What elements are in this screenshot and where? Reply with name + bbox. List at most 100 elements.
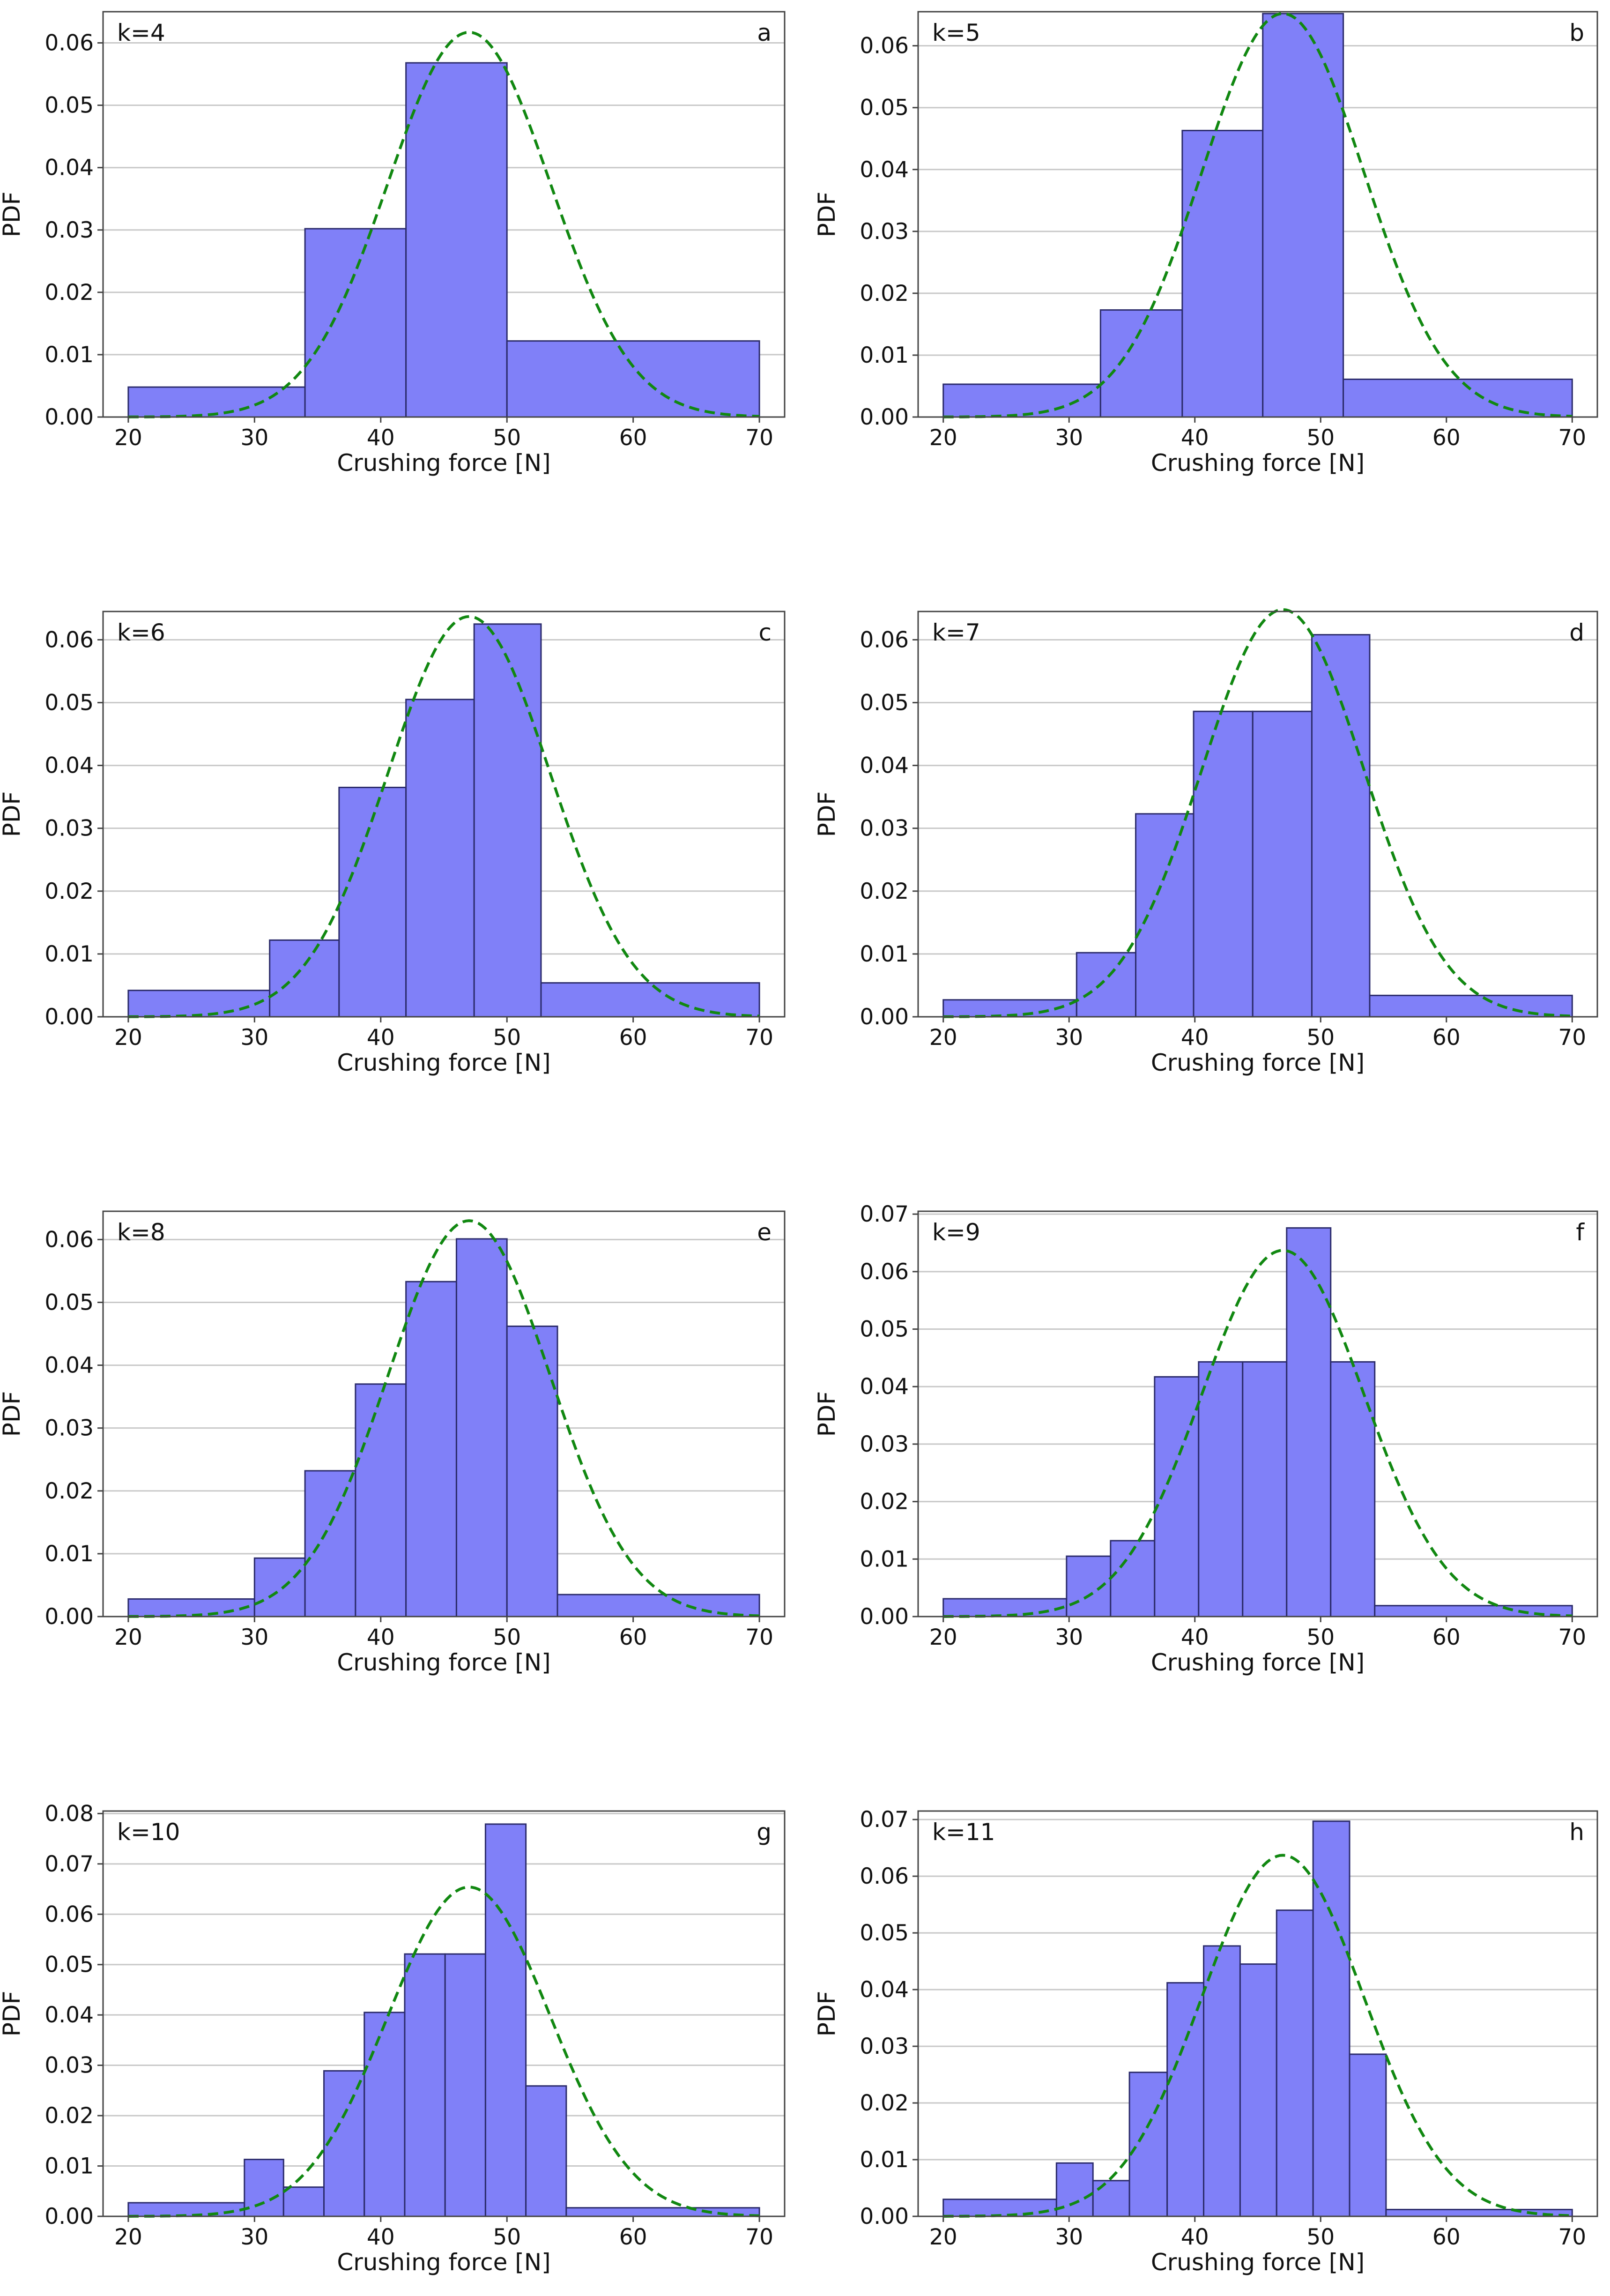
y-tick-label: 0.06 xyxy=(45,627,94,653)
x-tick-label: 60 xyxy=(619,1625,647,1650)
y-tick-label: 0.04 xyxy=(45,1353,94,1379)
x-axis-label: Crushing force [N] xyxy=(1151,2249,1365,2276)
y-tick-label: 0.06 xyxy=(860,1864,909,1889)
histogram-bar xyxy=(565,2207,760,2217)
histogram-bar xyxy=(556,1594,760,1618)
x-tick-label: 60 xyxy=(1432,1625,1461,1650)
histogram-bar xyxy=(942,2199,1057,2217)
histogram-bar xyxy=(127,2202,245,2217)
histogram-bar xyxy=(1262,13,1344,418)
y-tick-label: 0.00 xyxy=(860,1604,909,1630)
fit-curve xyxy=(943,1249,1573,1618)
x-tick-label: 70 xyxy=(1558,2224,1586,2250)
y-tick-label: 0.06 xyxy=(860,1259,909,1285)
y-axis-label: PDF xyxy=(813,1391,840,1437)
histogram-bar xyxy=(1312,1820,1350,2217)
x-tick-label: 50 xyxy=(493,2224,521,2250)
x-tick-label: 20 xyxy=(929,425,957,451)
x-tick-label: 30 xyxy=(1055,1625,1083,1650)
panel-h: 0.00 0.01 0.02 0.03 0.04 0.05 0.06 0.07 20 30 40 50… xyxy=(813,1807,1598,2276)
panel-e: 0.00 0.01 0.02 0.03 0.04 0.05 0.06 20 30 40 50 60 70… xyxy=(0,1210,786,1676)
x-axis-label: Crushing force [N] xyxy=(1151,449,1365,477)
histogram-bar xyxy=(1369,994,1573,1018)
y-tick-label: 0.06 xyxy=(860,627,909,653)
x-tick-label: 20 xyxy=(114,2224,142,2250)
x-tick-label: 20 xyxy=(114,1625,142,1650)
x-tick-label: 20 xyxy=(114,1025,142,1051)
x-tick-label: 30 xyxy=(240,425,268,451)
fit-curve xyxy=(943,608,1573,1018)
x-tick-label: 30 xyxy=(240,1025,268,1051)
x-tick-label: 30 xyxy=(240,2224,268,2250)
x-tick-label: 50 xyxy=(1306,2224,1335,2250)
histogram-bar xyxy=(405,62,508,418)
histogram-bar xyxy=(304,1470,356,1618)
histogram-bar xyxy=(404,1953,446,2217)
y-tick-label: 0.06 xyxy=(45,1901,94,1927)
histogram-bar xyxy=(1099,309,1183,418)
y-tick-label: 0.03 xyxy=(860,219,909,245)
histogram-bar xyxy=(1252,710,1313,1018)
y-tick-label: 0.02 xyxy=(860,879,909,904)
y-tick-label: 0.05 xyxy=(860,1317,909,1342)
k-annotation: k=7 xyxy=(932,619,980,646)
histogram-bar xyxy=(1181,130,1264,418)
panel-letter: d xyxy=(1569,619,1584,646)
histogram-bar xyxy=(1276,1909,1314,2217)
histogram-bar xyxy=(1203,1945,1241,2217)
y-tick-label: 0.01 xyxy=(45,941,94,967)
y-axis-label: PDF xyxy=(0,1991,25,2036)
y-tick-label: 0.04 xyxy=(45,155,94,181)
x-tick-label: 60 xyxy=(1432,2224,1461,2250)
y-tick-label: 0.03 xyxy=(45,217,94,243)
y-axis-label: PDF xyxy=(0,1391,25,1437)
y-tick-label: 0.04 xyxy=(860,157,909,183)
fit-curve xyxy=(128,1219,760,1618)
histogram-bar xyxy=(338,787,407,1018)
y-tick-label: 0.01 xyxy=(45,342,94,368)
x-tick-label: 30 xyxy=(1055,425,1083,451)
x-tick-label: 70 xyxy=(745,425,773,451)
fit-curve xyxy=(128,1886,760,2218)
histogram-bar xyxy=(364,2012,406,2217)
histogram-bar xyxy=(1343,378,1573,418)
x-tick-label: 70 xyxy=(1558,1025,1586,1051)
y-axis-label: PDF xyxy=(813,791,840,837)
x-tick-label: 70 xyxy=(745,1025,773,1051)
histogram-bar xyxy=(1193,710,1254,1018)
x-tick-label: 70 xyxy=(1558,1625,1586,1650)
k-annotation: k=6 xyxy=(117,619,165,646)
y-axis-label: PDF xyxy=(813,1991,840,2036)
histogram-bar xyxy=(942,1598,1068,1618)
y-tick-label: 0.02 xyxy=(45,280,94,306)
panel-d: 0.00 0.01 0.02 0.03 0.04 0.05 0.06 20 30 40 50 60 70… xyxy=(813,608,1598,1076)
x-tick-label: 40 xyxy=(1181,1625,1209,1650)
x-tick-label: 40 xyxy=(367,2224,395,2250)
histogram-bar xyxy=(405,699,475,1018)
k-annotation: k=11 xyxy=(932,1819,995,1846)
histogram-bar xyxy=(1135,813,1195,1018)
x-tick-label: 50 xyxy=(1306,1025,1335,1051)
histogram-bar xyxy=(525,2085,567,2217)
x-tick-label: 30 xyxy=(1055,2224,1083,2250)
y-tick-label: 0.00 xyxy=(45,2204,94,2229)
k-annotation: k=5 xyxy=(932,19,980,46)
y-tick-label: 0.05 xyxy=(45,93,94,119)
panel-a: 0.00 0.01 0.02 0.03 0.04 0.05 0.06 20 30 40 50 60 70… xyxy=(0,11,786,477)
y-tick-label: 0.05 xyxy=(45,1290,94,1315)
histogram-bar xyxy=(1239,1963,1277,2217)
y-axis-label: PDF xyxy=(0,192,25,237)
histogram-bar xyxy=(1092,2180,1130,2217)
x-axis-label: Crushing force [N] xyxy=(337,2249,550,2276)
panel-letter: h xyxy=(1569,1819,1584,1846)
histogram-bar xyxy=(323,2070,365,2217)
panel-c: 0.00 0.01 0.02 0.03 0.04 0.05 0.06 20 30 40 50 60 70… xyxy=(0,611,786,1076)
k-annotation: k=9 xyxy=(932,1219,980,1246)
k-annotation: k=4 xyxy=(117,19,165,46)
y-tick-label: 0.06 xyxy=(45,1227,94,1252)
y-tick-label: 0.03 xyxy=(45,2053,94,2079)
y-tick-label: 0.05 xyxy=(860,690,909,716)
x-tick-label: 20 xyxy=(929,2224,957,2250)
y-tick-label: 0.06 xyxy=(860,33,909,59)
